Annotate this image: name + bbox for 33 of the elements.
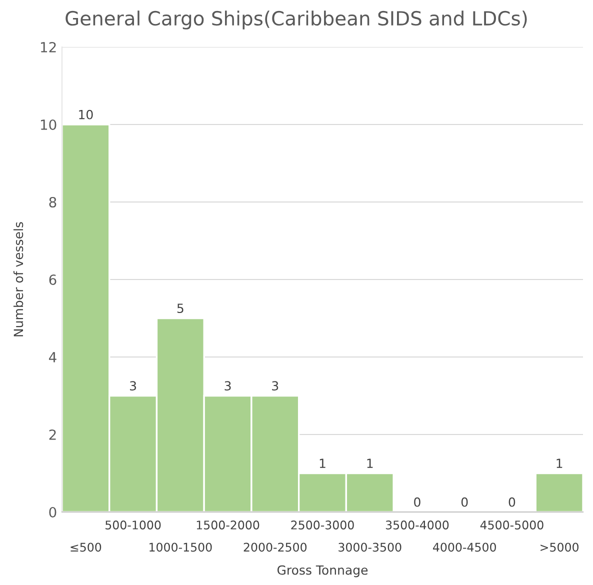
chart-title: General Cargo Ships(Caribbean SIDS and LDCs) bbox=[66, 10, 527, 30]
data-label: 1 bbox=[320, 458, 326, 468]
data-label: 0 bbox=[461, 497, 468, 507]
data-label: 5 bbox=[177, 304, 184, 314]
data-label: 0 bbox=[414, 497, 420, 507]
x-tick-label: ≤500 bbox=[70, 542, 102, 552]
x-tick-label: 4500-5000 bbox=[480, 520, 544, 530]
x-axis-title: Gross Tonnage bbox=[277, 565, 368, 578]
y-tick-label: 10 bbox=[40, 119, 56, 130]
data-label: 3 bbox=[130, 381, 136, 391]
x-tick-label: 1000-1500 bbox=[150, 542, 212, 552]
x-tick-label: 500-1000 bbox=[106, 520, 161, 530]
x-tick-label: 2500-3000 bbox=[291, 520, 354, 530]
y-tick-label: 12 bbox=[40, 42, 56, 52]
y-tick-label: 8 bbox=[49, 196, 56, 208]
bar bbox=[534, 472, 583, 512]
x-tick-label: 4000-4500 bbox=[432, 542, 496, 552]
x-tick-label: 2000-2500 bbox=[244, 542, 307, 552]
data-label: 0 bbox=[508, 497, 516, 507]
y-tick-label: 2 bbox=[49, 429, 56, 440]
x-tick-label: 3500-4000 bbox=[386, 520, 449, 530]
data-label: 3 bbox=[272, 381, 278, 391]
data-label: 10 bbox=[79, 110, 93, 120]
x-tick-label: 3000-3500 bbox=[338, 542, 402, 552]
x-tick-label: >5000 bbox=[540, 542, 578, 552]
y-tick-label: 6 bbox=[49, 274, 56, 285]
data-label: 1 bbox=[556, 458, 562, 468]
y-tick-label: 4 bbox=[48, 352, 56, 362]
data-label: 1 bbox=[367, 458, 373, 468]
y-axis-title: Number of vessels bbox=[13, 222, 24, 336]
x-tick-label: 1500-2000 bbox=[196, 520, 260, 530]
y-tick-label: 0 bbox=[49, 506, 56, 518]
data-label: 3 bbox=[224, 381, 231, 391]
